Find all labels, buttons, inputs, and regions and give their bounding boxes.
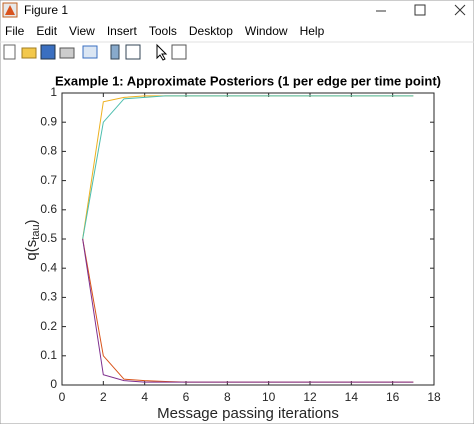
y-tick-label: 0.1 xyxy=(40,348,57,362)
y-tick-label: 0.8 xyxy=(40,144,57,158)
toolbar xyxy=(3,43,187,61)
menu-item[interactable]: Insert xyxy=(107,24,138,38)
y-tick-label: 0.5 xyxy=(40,231,57,245)
menu-item[interactable]: Window xyxy=(245,24,288,38)
tool-link[interactable] xyxy=(82,45,98,59)
menu-item[interactable]: View xyxy=(69,24,95,38)
tool-property[interactable] xyxy=(171,44,187,60)
y-tick-label: 0.9 xyxy=(40,114,57,128)
series-line xyxy=(82,238,414,383)
menu-item[interactable]: Tools xyxy=(149,24,177,38)
x-tick-label: 2 xyxy=(100,390,107,404)
menu-bar: File Edit View Insert Tools Desktop Window Help xyxy=(5,24,325,38)
y-tick-label: 0.2 xyxy=(40,319,57,333)
x-tick-label: 4 xyxy=(141,390,148,404)
y-tick-label: 0.3 xyxy=(40,290,57,304)
x-tick-label: 6 xyxy=(183,390,190,404)
series-line xyxy=(82,95,414,240)
y-tick-label: 0.4 xyxy=(40,260,57,274)
y-tick-label: 1 xyxy=(50,85,57,99)
maximize-button[interactable] xyxy=(414,4,426,16)
y-tick-label: 0.6 xyxy=(40,202,57,216)
tool-colorbar[interactable] xyxy=(110,44,120,60)
tool-save[interactable] xyxy=(40,44,56,60)
menu-item[interactable]: Edit xyxy=(36,24,57,38)
y-label-main: q(s xyxy=(23,240,40,261)
x-tick-label: 10 xyxy=(262,390,276,404)
tool-legend[interactable] xyxy=(125,44,141,60)
axes-box xyxy=(61,92,435,386)
window-title: Figure 1 xyxy=(24,3,68,17)
axes: Example 1: Approximate Posteriors (1 per… xyxy=(23,73,441,422)
menu-item[interactable]: Help xyxy=(300,24,325,38)
app-icon-glyph xyxy=(5,5,15,15)
y-label-close: ) xyxy=(23,219,40,224)
tool-new[interactable] xyxy=(3,44,16,60)
y-tick-label: 0 xyxy=(50,377,57,391)
close-button[interactable] xyxy=(454,4,466,16)
x-tick-label: 0 xyxy=(59,390,66,404)
x-tick-label: 8 xyxy=(224,390,231,404)
x-tick-label: 14 xyxy=(345,390,359,404)
y-tick-label: 0.7 xyxy=(40,173,57,187)
tool-open[interactable] xyxy=(21,47,37,59)
x-tick-label: 12 xyxy=(303,390,317,404)
x-tick-label: 18 xyxy=(427,390,441,404)
tool-pointer[interactable] xyxy=(156,43,168,61)
x-axis-label: Message passing iterations xyxy=(157,405,339,422)
menu-item[interactable]: Desktop xyxy=(189,24,233,38)
y-axis-label: q(stau) xyxy=(23,219,42,260)
tool-print[interactable] xyxy=(59,47,75,59)
chart-title: Example 1: Approximate Posteriors (1 per… xyxy=(55,73,441,88)
menu-item[interactable]: File xyxy=(5,24,25,38)
y-label-subscript: tau xyxy=(30,224,42,239)
x-tick-label: 16 xyxy=(386,390,400,404)
